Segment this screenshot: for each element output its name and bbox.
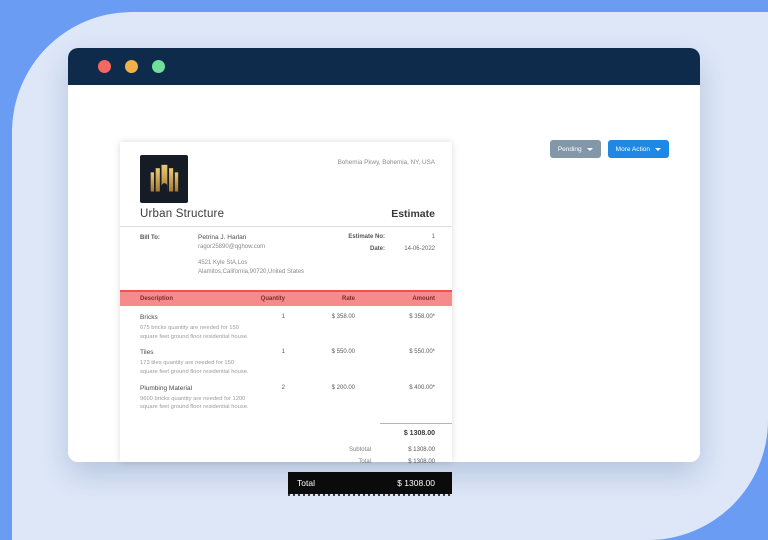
more-action-label: More Action bbox=[615, 145, 650, 153]
col-amount: Amount bbox=[412, 296, 435, 302]
date-label: Date: bbox=[369, 246, 385, 252]
estimate-no-label: Estimate No: bbox=[348, 234, 385, 240]
item-quantity: 2 bbox=[281, 384, 285, 391]
grand-total-bar: Total $ 1308.00 bbox=[288, 472, 452, 495]
total-row: Total $ 1308.00 bbox=[120, 459, 435, 465]
customer-details: Petrina J. Harlan ragor25890@qghow.com 4… bbox=[198, 234, 310, 278]
item-quantity: 1 bbox=[281, 314, 285, 320]
table-row: Tiles 173 tiles quantity are needed for … bbox=[120, 341, 452, 376]
col-rate: Rate bbox=[341, 296, 355, 302]
chevron-down-icon bbox=[586, 147, 593, 151]
estimate-meta: Estimate No: 1 Date: 14-06-2022 bbox=[303, 234, 435, 252]
item-rate: $ 200.00 bbox=[331, 384, 355, 391]
item-description: 9600 bricks quantity are needed for 1200… bbox=[140, 395, 249, 411]
item-description: 173 tiles quantity are needed for 150 sq… bbox=[140, 360, 249, 376]
item-name: Plumbing Material bbox=[140, 384, 193, 392]
status-dropdown-label: Pending bbox=[557, 145, 582, 153]
item-info: Plumbing Material 9600 bricks quantity a… bbox=[140, 385, 255, 412]
item-quantity: 1 bbox=[281, 349, 285, 356]
item-info: Tiles 173 tiles quantity are needed for … bbox=[140, 349, 255, 376]
close-window-button[interactable] bbox=[98, 60, 111, 73]
summary-rule bbox=[380, 423, 452, 425]
table-row: Plumbing Material 9600 bricks quantity a… bbox=[120, 377, 452, 412]
maximize-window-button[interactable] bbox=[152, 60, 165, 73]
col-description: Description bbox=[140, 296, 174, 302]
total-label: Total bbox=[358, 459, 371, 466]
item-rate: $ 358.00 bbox=[331, 314, 355, 320]
item-description: 675 bricks quantity are needed for 150 s… bbox=[140, 325, 249, 340]
document-type-label: Estimate bbox=[391, 208, 435, 220]
company-name: Urban Structure bbox=[140, 208, 225, 220]
browser-window: Pending More Action bbox=[68, 48, 700, 497]
table-row: Bricks 675 bricks quantity are needed fo… bbox=[120, 306, 452, 341]
total-value: $ 1308.00 bbox=[408, 459, 435, 466]
grand-total-label: Total bbox=[297, 478, 315, 489]
customer-name: Petrina J. Harlan bbox=[198, 234, 247, 241]
status-dropdown-button[interactable]: Pending bbox=[549, 140, 601, 158]
estimate-document: Bohemia Pkwy, Bohemia, NY, USA Urban Str… bbox=[120, 142, 452, 497]
document-title-row: Urban Structure Estimate bbox=[140, 208, 435, 220]
perforation-line bbox=[288, 494, 452, 497]
item-amount: $ 358.00* bbox=[409, 314, 435, 320]
estimate-toolbar: Pending More Action bbox=[549, 140, 669, 158]
bill-to-label: Bill To: bbox=[140, 235, 160, 241]
item-name: Bricks bbox=[140, 314, 158, 321]
subtotal-label: Subtotal bbox=[348, 447, 371, 454]
grand-total-value: $ 1308.00 bbox=[397, 478, 435, 489]
building-icon bbox=[150, 164, 179, 192]
item-rate: $ 550.00 bbox=[331, 349, 355, 356]
line-total: $ 1308.00 bbox=[403, 430, 435, 438]
item-info: Bricks 675 bricks quantity are needed fo… bbox=[140, 314, 255, 341]
customer-email: ragor25890@qghow.com bbox=[198, 244, 266, 250]
window-titlebar bbox=[68, 48, 700, 85]
date-row: Date: 14-06-2022 bbox=[303, 246, 435, 252]
header-divider bbox=[120, 226, 452, 227]
minimize-window-button[interactable] bbox=[125, 60, 138, 73]
company-address: Bohemia Pkwy, Bohemia, NY, USA bbox=[337, 159, 435, 166]
chevron-down-icon bbox=[655, 147, 661, 151]
items-table: Description Quantity Rate Amount Bricks … bbox=[120, 290, 452, 497]
table-header: Description Quantity Rate Amount bbox=[120, 290, 452, 306]
col-quantity: Quantity bbox=[260, 296, 285, 302]
item-name: Tiles bbox=[140, 349, 154, 357]
more-action-button[interactable]: More Action bbox=[607, 140, 669, 158]
subtotal-value: $ 1308.00 bbox=[408, 447, 435, 454]
date-value: 14-06-2022 bbox=[404, 246, 435, 252]
estimate-no-value: 1 bbox=[431, 234, 435, 240]
totals-block: Subtotal $ 1308.00 Total $ 1308.00 bbox=[120, 447, 435, 465]
subtotal-row: Subtotal $ 1308.00 bbox=[120, 447, 435, 453]
estimate-no-row: Estimate No: 1 bbox=[303, 234, 435, 240]
item-amount: $ 550.00* bbox=[409, 349, 435, 356]
item-amount: $ 400.00* bbox=[409, 384, 435, 391]
customer-address: 4521 Kyle StA,Los Alamitos,California,90… bbox=[198, 260, 305, 276]
company-logo bbox=[140, 155, 188, 203]
window-content: Pending More Action bbox=[68, 85, 700, 497]
